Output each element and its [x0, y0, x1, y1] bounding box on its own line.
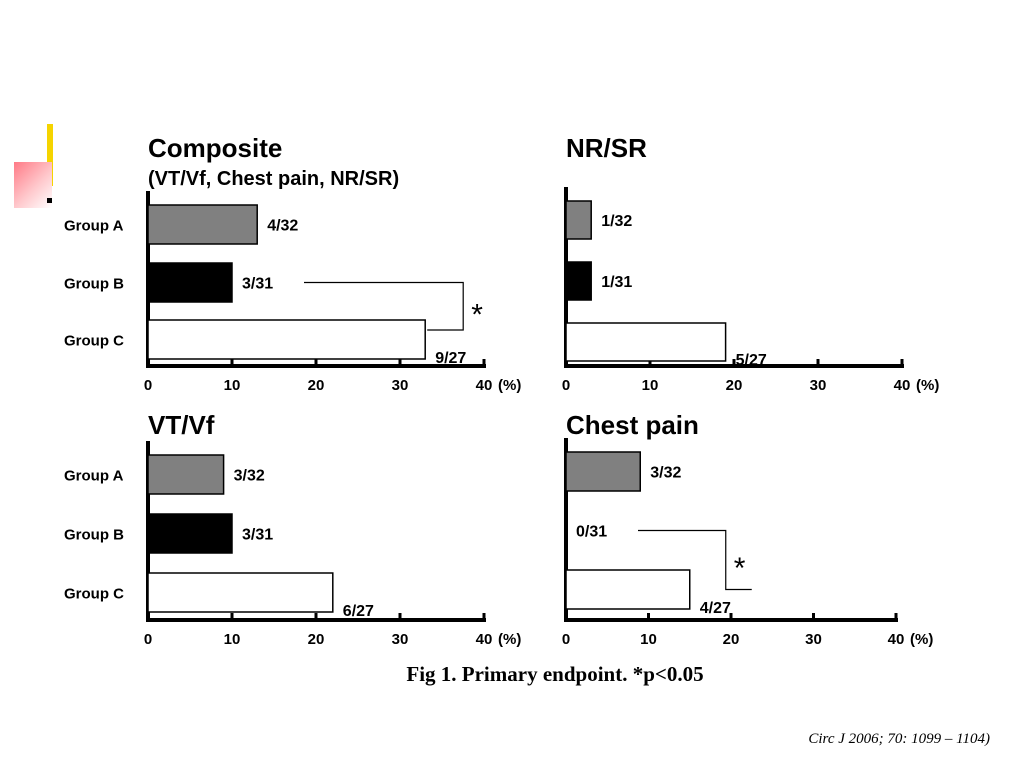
chart3-tick-label-40: 40 — [476, 631, 493, 648]
chart1-axis-unit: (%) — [498, 377, 521, 394]
chart3-axis-unit: (%) — [498, 631, 521, 648]
chart3-data-label-group-c: 6/27 — [343, 603, 374, 620]
chart3-bar-group-b — [147, 513, 233, 554]
chart3-category-label-group-a: Group A — [64, 468, 124, 485]
chart3-data-label-group-a: 3/32 — [234, 468, 265, 485]
chart2-data-label-group-b: 1/31 — [601, 274, 632, 291]
chart3-category-label-group-b: Group B — [64, 527, 124, 544]
chart4-tick-label-40: 40 — [888, 631, 905, 648]
chart1-significance-bracket — [304, 281, 464, 331]
chart3-tick-label-10: 10 — [224, 631, 241, 648]
chart4-significance-marker: * — [734, 552, 746, 585]
accent-square-decoration — [14, 162, 52, 208]
chart3-tick-label-0: 0 — [144, 631, 152, 648]
bullet-dot-decoration — [47, 198, 52, 203]
chart2-tick-label-10: 10 — [642, 377, 659, 394]
chart4-tick-label-10: 10 — [640, 631, 657, 648]
chart1-subtitle: (VT/Vf, Chest pain, NR/SR) — [148, 168, 399, 190]
chart3-category-label-group-c: Group C — [64, 586, 124, 603]
chart4-axis-unit: (%) — [910, 631, 933, 648]
chart2-bar-group-a — [565, 200, 592, 240]
chart2-axis-unit: (%) — [916, 377, 939, 394]
chart2-tick-label-30: 30 — [810, 377, 827, 394]
chart3-data-label-group-b: 3/31 — [242, 527, 273, 544]
figure-caption: Fig 1. Primary endpoint. *p<0.05 — [406, 662, 704, 686]
accent-bar-decoration — [47, 124, 53, 186]
chart3-bar-group-c — [147, 572, 334, 613]
chart4-data-label-group-a: 3/32 — [650, 465, 681, 482]
chart1-title: Composite — [148, 133, 282, 163]
chart1-data-label-group-c: 9/27 — [435, 350, 466, 367]
chart1-category-label-group-b: Group B — [64, 276, 124, 293]
chart3-tick-label-30: 30 — [392, 631, 409, 648]
figure-charts: Composite (VT/Vf, Chest pain, NR/SR) 0 10 20… — [64, 133, 939, 648]
chart2-bar-group-b — [565, 261, 592, 301]
chart4-data-label-group-c: 4/27 — [700, 600, 731, 617]
chart2-data-label-group-a: 1/32 — [601, 213, 632, 230]
chart1-data-label-group-a: 4/32 — [267, 218, 298, 235]
chart2-tick-label-0: 0 — [562, 377, 570, 394]
chart2-tick-label-40: 40 — [894, 377, 911, 394]
chart1-tick-label-30: 30 — [392, 377, 409, 394]
chart4-tick-label-30: 30 — [805, 631, 822, 648]
chart1-data-label-group-b: 3/31 — [242, 276, 273, 293]
chart3-title: VT/Vf — [148, 410, 215, 440]
chart1-tick-label-20: 20 — [308, 377, 325, 394]
chart1-significance-marker: * — [471, 298, 483, 331]
chart1-tick-label-0: 0 — [144, 377, 152, 394]
chart2-bar-group-c — [565, 322, 727, 362]
chart4-tick-label-20: 20 — [723, 631, 740, 648]
chart3-bar-group-a — [147, 454, 225, 495]
chart4-data-label-group-b: 0/31 — [576, 524, 607, 541]
chart1-bar-group-b — [147, 262, 233, 303]
chart1-bar-group-a — [147, 204, 258, 245]
chart1-tick-label-10: 10 — [224, 377, 241, 394]
chart4-tick-label-0: 0 — [562, 631, 570, 648]
chart4-bar-group-c — [565, 569, 691, 610]
chart4-title: Chest pain — [566, 410, 699, 440]
chart1-category-label-group-a: Group A — [64, 218, 124, 235]
chart3-tick-label-20: 20 — [308, 631, 325, 648]
chart4-significance-bracket — [638, 529, 752, 591]
chart2-tick-label-20: 20 — [726, 377, 743, 394]
chart1-bar-group-c — [147, 319, 426, 360]
chart2-title: NR/SR — [566, 133, 647, 163]
chart1-category-label-group-c: Group C — [64, 333, 124, 350]
chart2-data-label-group-c: 5/27 — [736, 352, 767, 369]
chart1-tick-label-40: 40 — [476, 377, 493, 394]
citation-text: Circ J 2006; 70: 1099 – 1104) — [808, 731, 990, 747]
chart4-bar-group-a — [565, 451, 641, 492]
